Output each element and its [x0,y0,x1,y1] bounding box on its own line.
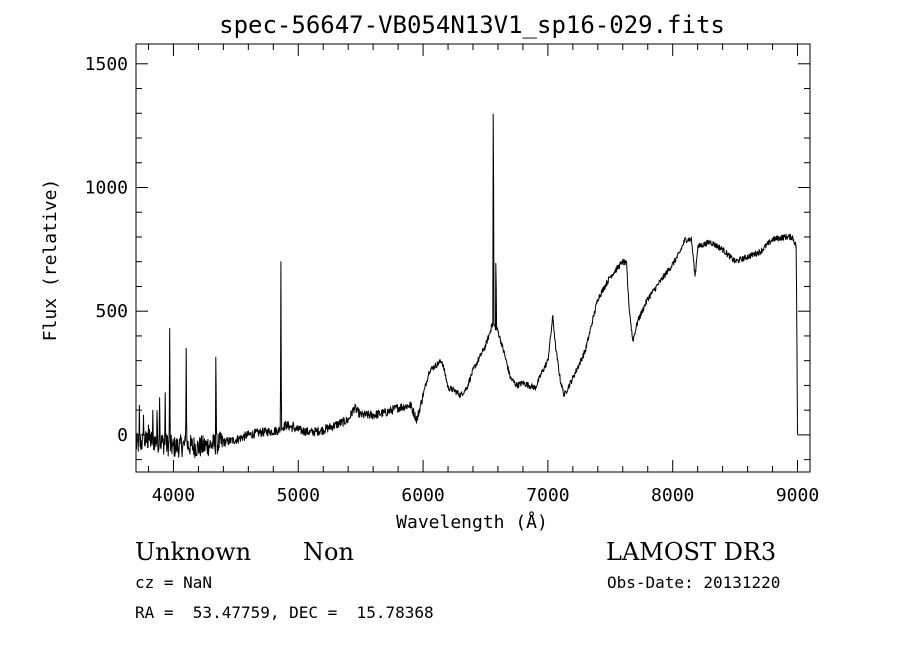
x-tick-label: 9000 [776,485,819,506]
x-tick-label: 8000 [651,485,694,506]
x-tick-label: 5000 [277,485,320,506]
x-tick-label: 7000 [526,485,569,506]
redshift-label: cz = NaN [135,573,213,592]
x-tick-label: 6000 [401,485,444,506]
x-tick-label: 4000 [152,485,195,506]
plot-axes [135,43,811,473]
tick-labels: 4000 5000 6000 7000 8000 9000 0 500 1000 1500 [85,54,820,506]
y-axis-label: Flux (relative) [40,179,61,342]
spectrum-line [135,113,798,458]
object-class: Unknown [135,538,252,566]
y-tick-label: 0 [117,425,128,446]
y-tick-label: 500 [95,301,128,322]
chart-title: spec-56647-VB054N13V1_sp16-029.fits [219,11,725,39]
y-tick-label: 1000 [85,177,128,198]
object-subclass: Non [303,538,354,566]
obs-date-label: Obs-Date: 20131220 [607,573,781,592]
axis-ticks [136,44,810,472]
coordinates-label: RA = 53.47759, DEC = 15.78368 [135,603,434,622]
spectrum-series [135,113,798,458]
survey-name: LAMOST DR3 [606,538,777,566]
x-axis-label: Wavelength (Å) [396,511,548,533]
y-tick-label: 1500 [85,54,128,75]
plot-frame [135,43,811,473]
